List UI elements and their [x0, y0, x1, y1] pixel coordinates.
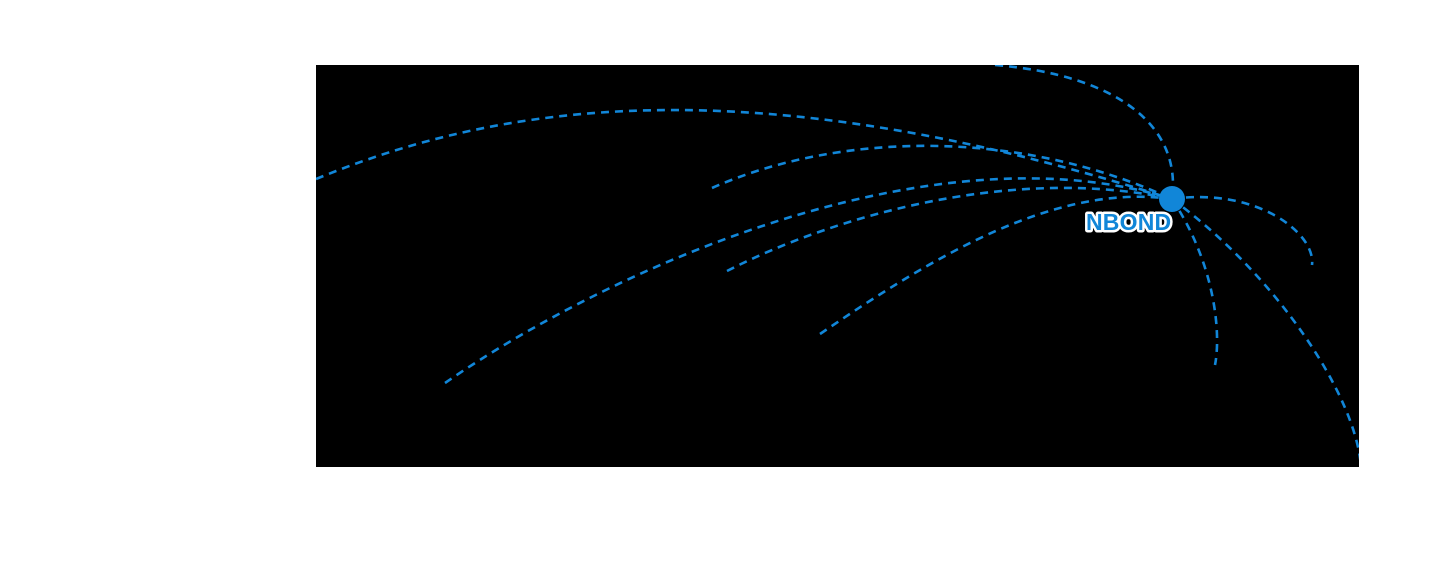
- network-edge: [1171, 197, 1359, 462]
- network-edge: [819, 195, 1173, 336]
- network-edge: [1170, 198, 1219, 366]
- network-edge: [1171, 195, 1314, 266]
- network-map-panel[interactable]: NBOND: [316, 65, 1359, 467]
- network-edge: [726, 186, 1173, 273]
- network-edge: [316, 108, 1173, 201]
- node-layer: NBOND: [1084, 186, 1185, 238]
- network-edge: [711, 144, 1173, 201]
- network-node-label-nbond: NBOND: [1086, 209, 1171, 235]
- network-node-nbond[interactable]: [1159, 186, 1185, 212]
- network-edge: [994, 65, 1175, 200]
- edge-layer: [316, 65, 1359, 462]
- network-edge: [444, 177, 1173, 385]
